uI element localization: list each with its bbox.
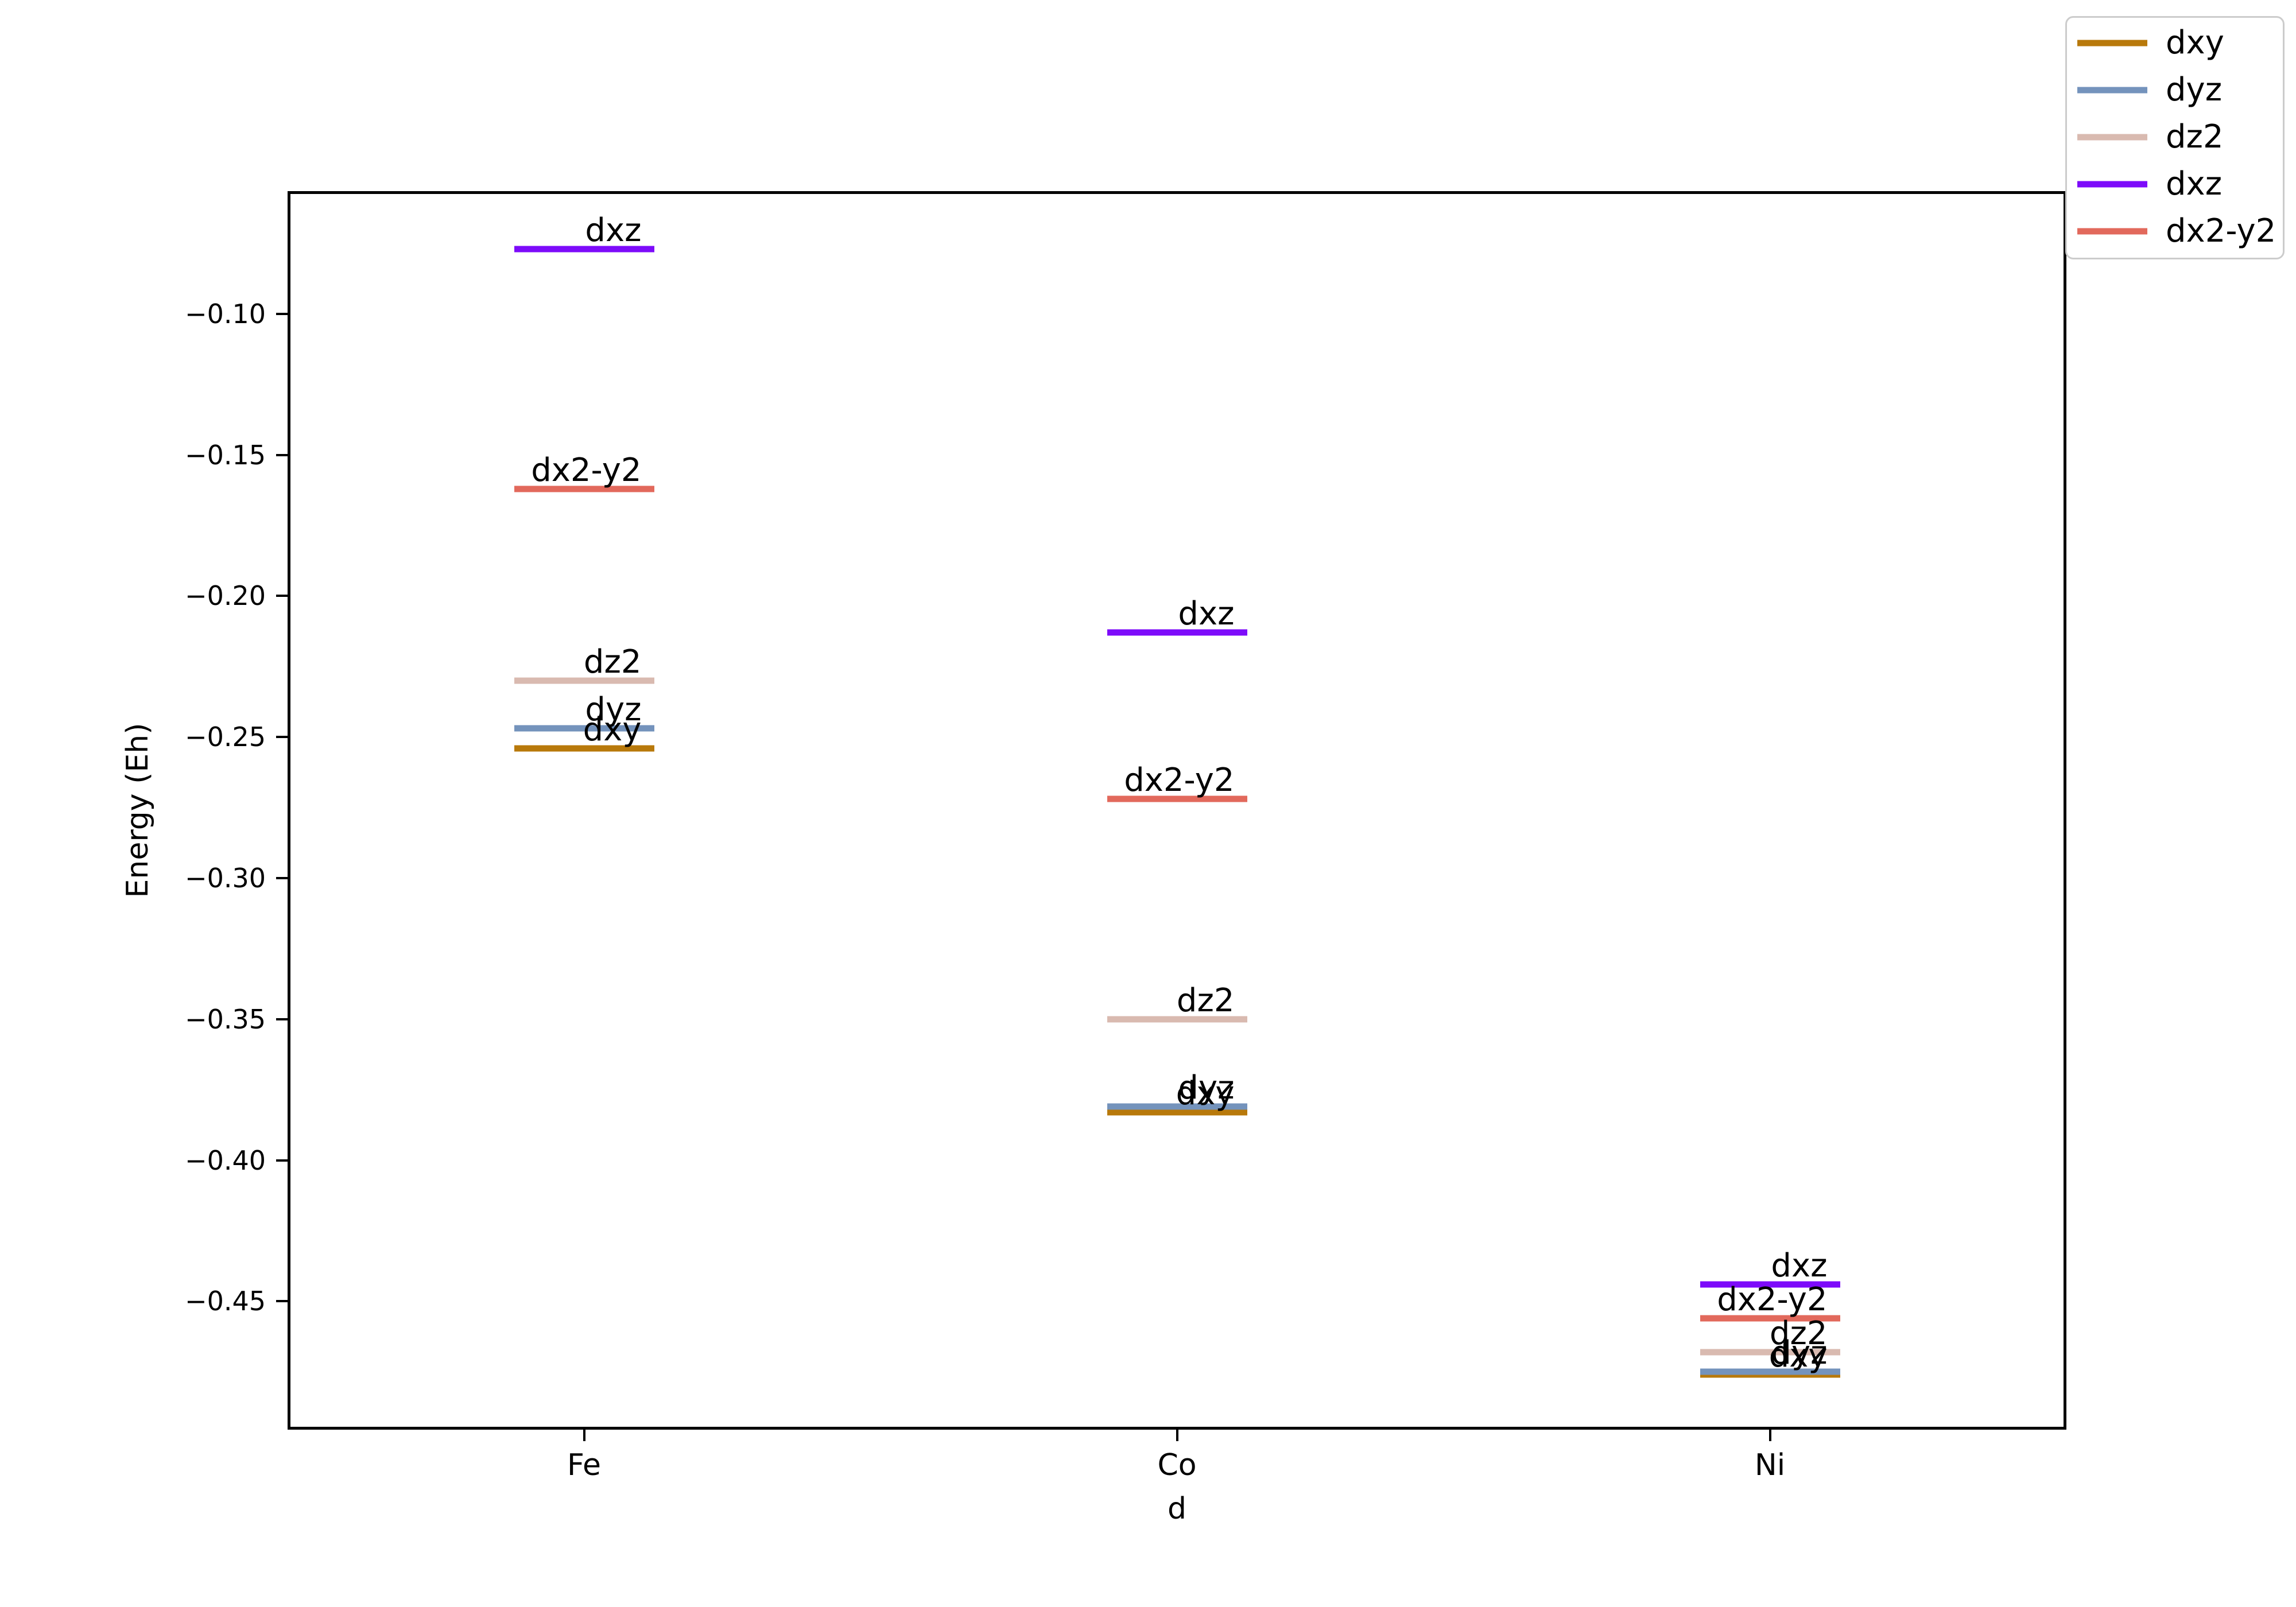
y-tick-mark <box>276 595 288 597</box>
legend-label-dyz: dyz <box>2166 71 2223 108</box>
x-axis-label: d <box>1167 1492 1187 1526</box>
level-line-dz2-co <box>1107 1016 1247 1023</box>
legend-label-dx2-y2: dx2-y2 <box>2166 212 2276 250</box>
level-line-dxz-ni <box>1700 1281 1840 1288</box>
level-label-dxy-fe: dxy <box>583 711 642 748</box>
level-line-dz2-ni <box>1700 1349 1840 1356</box>
level-label-dxz-ni: dxz <box>1771 1247 1828 1284</box>
y-tick-label: −0.40 <box>185 1144 266 1176</box>
level-line-dx2-y2-fe <box>514 486 654 492</box>
y-tick-mark <box>276 736 288 739</box>
level-line-dyz-co <box>1107 1103 1247 1110</box>
level-line-dyz-fe <box>514 725 654 732</box>
y-tick-label: −0.20 <box>185 580 266 612</box>
level-line-dz2-fe <box>514 677 654 684</box>
legend-label-dxz: dxz <box>2166 165 2223 203</box>
level-label-dz2-co: dz2 <box>1176 981 1235 1019</box>
legend-label-dz2: dz2 <box>2166 118 2224 156</box>
level-label-dxy-co: dxy <box>1176 1074 1235 1112</box>
legend-swatch-dx2-y2 <box>2077 228 2147 235</box>
y-tick-mark <box>276 1018 288 1020</box>
legend-swatch-dxz <box>2077 181 2147 188</box>
y-tick-label: −0.35 <box>185 1003 266 1035</box>
level-label-dxz-co: dxz <box>1178 595 1235 633</box>
y-tick-mark <box>276 312 288 315</box>
x-tick-mark <box>1176 1430 1178 1441</box>
level-label-dxz-fe: dxz <box>585 211 642 249</box>
level-line-dx2-y2-ni <box>1700 1315 1840 1322</box>
level-label-dyz-ni: dyz <box>1771 1334 1828 1372</box>
level-label-dz2-ni: dz2 <box>1769 1314 1828 1352</box>
legend-box: dxy dyz dz2 dxz dx2-y2 <box>2065 16 2285 259</box>
y-tick-label: −0.15 <box>185 439 266 471</box>
x-tick-label: Fe <box>567 1448 602 1482</box>
legend-swatch-dxy <box>2077 40 2147 46</box>
x-tick-mark <box>1768 1430 1771 1441</box>
legend-swatch-dyz <box>2077 87 2147 94</box>
level-label-dx2-y2-ni: dx2-y2 <box>1717 1280 1828 1318</box>
legend-swatch-dz2 <box>2077 134 2147 141</box>
level-label-dyz-co: dyz <box>1178 1069 1235 1107</box>
legend-label-dxy: dxy <box>2166 24 2224 61</box>
level-label-dx2-y2-co: dx2-y2 <box>1124 762 1235 799</box>
y-tick-mark <box>276 453 288 456</box>
y-tick-mark <box>276 876 288 879</box>
plot-area <box>288 191 2066 1430</box>
level-label-dxy-ni: dxy <box>1768 1337 1828 1375</box>
level-line-dyz-ni <box>1700 1368 1840 1375</box>
x-tick-mark <box>583 1430 585 1441</box>
y-tick-mark <box>276 1159 288 1162</box>
y-tick-label: −0.45 <box>185 1286 266 1317</box>
level-line-dxy-fe <box>514 745 654 752</box>
level-label-dx2-y2-fe: dx2-y2 <box>531 451 642 489</box>
x-tick-label: Ni <box>1754 1448 1786 1482</box>
level-line-dxz-co <box>1107 629 1247 636</box>
level-line-dxz-fe <box>514 246 654 253</box>
y-tick-mark <box>276 1300 288 1303</box>
y-tick-label: −0.30 <box>185 862 266 894</box>
y-tick-label: −0.25 <box>185 721 266 753</box>
y-tick-label: −0.10 <box>185 298 266 329</box>
level-line-dxy-co <box>1107 1109 1247 1116</box>
y-axis-label: Energy (Eh) <box>121 723 155 898</box>
x-tick-label: Co <box>1157 1448 1197 1482</box>
level-line-dx2-y2-co <box>1107 795 1247 802</box>
level-label-dyz-fe: dyz <box>585 691 642 729</box>
level-label-dz2-fe: dz2 <box>583 643 642 681</box>
